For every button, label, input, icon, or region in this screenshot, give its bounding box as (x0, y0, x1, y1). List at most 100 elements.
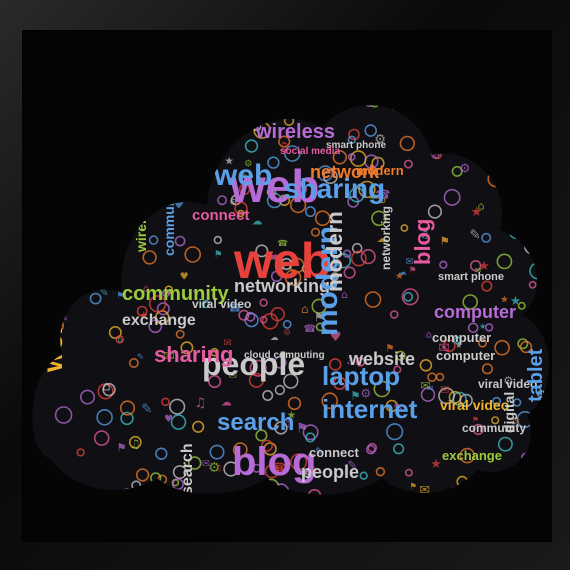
filler-dot (347, 153, 356, 161)
filler-dot (47, 230, 62, 245)
filler-dot (170, 164, 187, 181)
filler-dot (238, 183, 251, 196)
cloud-word: internet (322, 394, 418, 424)
filler-glyph-icon: ☁ (541, 179, 552, 191)
filler-dot (105, 211, 120, 226)
filler-dot (47, 231, 57, 241)
filler-dot (217, 195, 228, 206)
filler-dot (267, 156, 280, 169)
filler-glyph-icon: ⌂ (426, 329, 432, 340)
filler-glyph-icon: ✎ (100, 286, 109, 299)
filler-glyph-icon: ⌂ (301, 302, 309, 316)
filler-dot (261, 439, 274, 452)
filler-dot (365, 444, 376, 455)
filler-dot (359, 471, 368, 480)
filler-dot (186, 178, 194, 186)
filler-dot (103, 183, 117, 196)
cloud-word: community (161, 181, 177, 256)
filler-glyph-icon: ✉ (475, 266, 482, 275)
filler-dot (355, 357, 366, 367)
filler-dot (481, 363, 494, 375)
filler-glyph-icon: ✎ (470, 228, 481, 243)
filler-dot (491, 416, 500, 425)
filler-dot (283, 145, 301, 162)
filler-glyph-icon: ⚙ (283, 328, 291, 338)
filler-glyph-icon: ♫ (278, 140, 289, 155)
cloud-word: exchange (442, 448, 502, 463)
filler-dot (322, 169, 338, 184)
filler-dot (448, 486, 465, 495)
filler-glyph-icon: ✉ (420, 379, 430, 393)
filler-dot (278, 135, 291, 148)
filler-glyph-icon: ★ (169, 138, 179, 152)
artwork-canvas: ♫ ✎ ★ ⚙ ✉ ✎ ⚑ ⚑ ✎ ✎ ★ ⌂ ✉ ✉ ★ ✎ ♫ ✉ ✉ ⚑ ⚙ ♫ ⚙ ⚙ ⌂ ⚑ ★ ✎ ☁ ⚑ ✉ ♫ ⚑ ⚙ ☁ ⌂ ♥ ✉ ✎ ♥… (22, 30, 552, 542)
filler-glyph-icon: ⚑ (57, 198, 68, 212)
filler-dot (244, 105, 259, 112)
filler-glyph-icon: ♥ (59, 307, 66, 317)
filler-dot (349, 187, 365, 203)
filler-dot (478, 111, 493, 126)
cloud-word: networking (379, 206, 393, 270)
filler-glyph-icon: ⚙ (430, 147, 441, 162)
filler-dot (459, 447, 476, 464)
filler-dot (186, 496, 192, 502)
filler-dot (349, 150, 367, 167)
filler-glyph-icon: ⚑ (410, 482, 418, 492)
filler-dot (208, 374, 222, 389)
filler-dot (403, 159, 413, 169)
filler-glyph-icon: ★ (510, 293, 521, 308)
filler-dot (76, 448, 85, 457)
filler-dot (435, 372, 445, 382)
filler-dot (358, 180, 376, 199)
cloud-word: wireless (255, 121, 335, 143)
filler-glyph-icon: ★ (287, 408, 297, 421)
filler-dot (79, 389, 95, 405)
filler-dot (244, 139, 259, 153)
filler-glyph-icon: ⚙ (208, 460, 220, 476)
cloud-word: web (213, 159, 272, 192)
filler-dot (310, 227, 321, 237)
filler-dot (527, 105, 536, 107)
filler-glyph-icon: ★ (500, 295, 509, 306)
cloud-word: modern (322, 211, 347, 292)
filler-dot (481, 232, 492, 243)
filler-dot (161, 289, 171, 298)
filler-dot (375, 467, 386, 477)
filler-glyph-icon: ⚙ (229, 198, 237, 208)
filler-glyph-icon: ⚑ (214, 249, 223, 260)
filler-dot (348, 128, 360, 141)
cloud-word: computer (434, 302, 516, 322)
filler-dot (371, 156, 385, 170)
filler-dot (72, 160, 82, 169)
filler-glyph-icon: ✎ (147, 190, 155, 201)
filler-dot (496, 253, 513, 270)
filler-dot (497, 436, 513, 452)
filler-glyph-icon: ✎ (200, 115, 208, 126)
filler-dot (75, 139, 85, 149)
cloud-word: sharing (284, 173, 385, 204)
filler-dot (451, 165, 463, 177)
filler-dot (311, 298, 327, 314)
cloud-word: website (348, 349, 415, 369)
filler-dot (386, 423, 404, 441)
cloud-word: community (122, 283, 230, 305)
filler-dot (307, 488, 322, 495)
filler-dot (314, 210, 331, 226)
filler-dot (93, 269, 111, 287)
filler-glyph-icon: ⌂ (52, 487, 60, 502)
filler-dot (289, 257, 305, 274)
cloud-word: digital (501, 392, 517, 433)
filler-dot (289, 196, 307, 214)
filler-dot (302, 424, 319, 441)
filler-dot (121, 111, 139, 129)
filler-glyph-icon: ☎ (87, 277, 98, 287)
cloud-word: network (310, 162, 380, 182)
filler-glyph-icon: ⚑ (314, 309, 325, 324)
filler-dot (290, 453, 308, 471)
filler-dot (192, 420, 205, 433)
filler-dot (161, 397, 170, 407)
filler-dot (278, 194, 291, 207)
cloud-word: search (179, 443, 196, 495)
filler-glyph-icon: ⚙ (503, 374, 513, 387)
filler-glyph-icon: ♫ (439, 97, 448, 109)
